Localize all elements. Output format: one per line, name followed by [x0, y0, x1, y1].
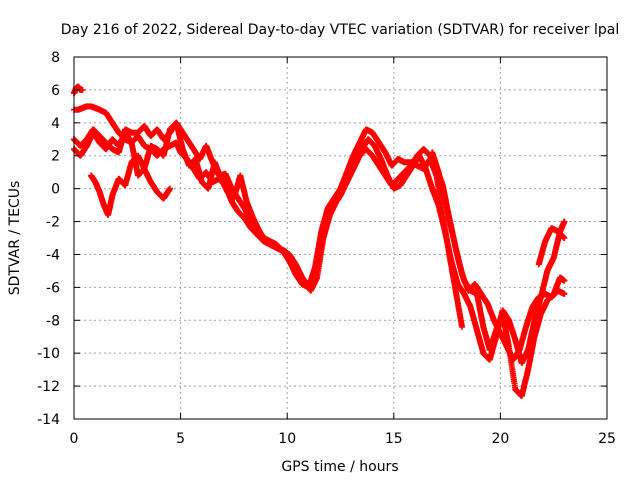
y-tick-label: -10 [37, 346, 60, 362]
x-tick-labels: 0 5 10 15 20 25 [70, 431, 616, 447]
y-tick-label: 6 [51, 83, 60, 99]
series-markers-path [71, 119, 465, 330]
series-markers-path [429, 149, 568, 399]
series-markers [71, 83, 568, 399]
y-tick-label: -14 [37, 412, 60, 428]
x-tick-label: 0 [70, 431, 79, 447]
axis-ticks [73, 56, 608, 420]
y-tick-label: 8 [51, 50, 60, 66]
series-track-6 [429, 149, 568, 399]
y-tick-labels: -14 -12 -10 -8 -6 -4 -2 0 2 4 6 8 [37, 50, 60, 428]
y-tick-label: -4 [46, 247, 60, 263]
x-tick-label: 15 [385, 431, 403, 447]
y-tick-label: -12 [37, 379, 60, 395]
y-tick-label: 0 [51, 182, 60, 198]
y-axis-label: SDTVAR / TECUs [7, 181, 23, 296]
series-markers-path [71, 129, 173, 202]
plot-frame [73, 56, 608, 420]
series-track-1 [71, 119, 465, 330]
x-tick-label: 25 [598, 431, 616, 447]
y-tick-label: -8 [46, 313, 60, 329]
series-markers-path [535, 225, 568, 268]
x-tick-label: 10 [278, 431, 296, 447]
y-tick-label: 4 [51, 116, 60, 132]
x-axis-label: GPS time / hours [281, 459, 398, 475]
y-tick-label: 2 [51, 149, 60, 165]
series-track-5 [71, 129, 173, 202]
series-track-7 [535, 225, 568, 268]
y-tick-label: -6 [46, 280, 60, 296]
y-tick-label: -2 [46, 215, 60, 231]
chart-title: Day 216 of 2022, Sidereal Day-to-day VTE… [61, 22, 619, 38]
x-tick-label: 20 [491, 431, 509, 447]
x-tick-label: 5 [176, 431, 185, 447]
